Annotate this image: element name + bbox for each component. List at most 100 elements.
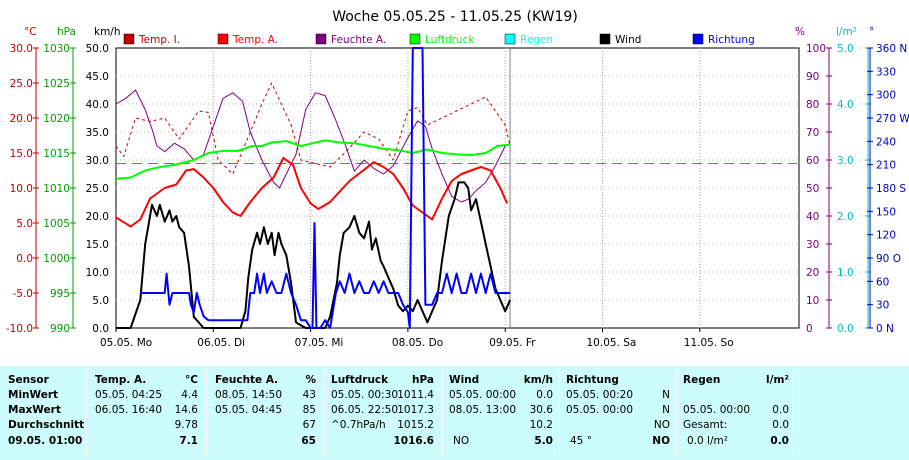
legend-swatch xyxy=(123,33,135,45)
rain-unit: l/m² xyxy=(766,374,789,386)
temp-header: Temp. A. xyxy=(95,374,147,386)
dir-tick-label: 330 xyxy=(876,66,896,78)
dir-unit-label: ° xyxy=(869,26,874,38)
hum-tick-label: 50 xyxy=(806,183,819,195)
wind-min: 0.0 xyxy=(536,389,553,401)
series-layer xyxy=(115,47,798,329)
hum-tick-label: 30 xyxy=(806,239,819,251)
dir-now-deg: 45 ° xyxy=(570,435,592,447)
press-header: Luftdruck xyxy=(331,374,389,386)
rain-tick-label: 1.0 xyxy=(837,267,854,279)
x-tick-label: 05.05. Mo xyxy=(100,337,152,349)
press-unit-label: hPa xyxy=(57,26,76,38)
temp-tick-label: 20.0 xyxy=(10,113,33,125)
legend-label: Temp. A. xyxy=(232,34,278,46)
rain-tick-label: 4.0 xyxy=(837,99,854,111)
press-now: 1016.6 xyxy=(393,435,434,447)
wind-tick-label: 35.0 xyxy=(86,127,109,139)
label-min: MinWert xyxy=(8,389,59,401)
hum-unit: % xyxy=(305,374,316,386)
temp-min: 4.4 xyxy=(181,389,198,401)
wind-tick-label: 40.0 xyxy=(86,99,109,111)
sensor-header: Sensor xyxy=(8,374,49,386)
dir-tick-label: 300 xyxy=(876,90,896,102)
hum-tick-label: 90 xyxy=(806,71,819,83)
hum-tick-label: 60 xyxy=(806,155,819,167)
press-tick-label: 1030 xyxy=(43,43,70,55)
dir-tick-label: 0 N xyxy=(876,323,894,335)
wind-tick-label: 45.0 xyxy=(86,71,109,83)
hum-tick-label: 40 xyxy=(806,211,819,223)
x-tick-label: 07.05. Mi xyxy=(295,337,344,349)
press-tick-label: 1015 xyxy=(43,148,70,160)
legend: Temp. I. Temp. A. Feuchte A. Luftdruck Regen… xyxy=(123,33,755,46)
hum-tick-label: 80 xyxy=(806,99,819,111)
dir-tick-label: 90 O xyxy=(876,253,901,265)
dir-tick-label: 240 xyxy=(876,136,896,148)
temp-min-time: 05.05. 04:25 xyxy=(95,389,162,401)
temp-tick-label: 0.0 xyxy=(16,253,33,265)
temp-now: 7.1 xyxy=(179,435,198,447)
rain-tick-label: 2.0 xyxy=(837,211,854,223)
dir-max: N xyxy=(662,404,670,416)
x-tick-label: 11.05. So xyxy=(684,337,734,349)
weather-chart: Woche 05.05.25 - 11.05.25 (KW19) Temp. I… xyxy=(6,9,909,349)
wind-max-time: 08.05. 13:00 xyxy=(449,404,516,416)
press-min-time: 05.05. 00:30 xyxy=(331,389,398,401)
hum-unit-label: % xyxy=(795,26,805,38)
x-tick-label: 09.05. Fr xyxy=(489,337,536,349)
temp-tick-label: 15.0 xyxy=(10,148,33,160)
series-wind xyxy=(116,181,512,329)
hum-header: Feuchte A. xyxy=(215,374,279,386)
label-avg: Durchschnitt xyxy=(8,419,85,431)
legend-label: Feuchte A. xyxy=(331,34,386,46)
legend-swatch xyxy=(315,33,327,45)
dir-header: Richtung xyxy=(566,374,619,386)
x-tick-label: 08.05. Do xyxy=(392,337,443,349)
legend-label: Regen xyxy=(520,34,553,46)
stats-col-humidity: Feuchte A. % 08.05. 14:50 43 05.05. 04:4… xyxy=(207,366,324,460)
wind-tick-label: 30.0 xyxy=(86,155,109,167)
rain-now-rate: 0.0 l/m² xyxy=(687,435,728,447)
legend-swatch xyxy=(217,33,229,45)
temp-tick-label: -5.0 xyxy=(13,288,34,300)
hum-tick-label: 20 xyxy=(806,267,819,279)
wind-tick-label: 25.0 xyxy=(86,183,109,195)
wind-max: 30.6 xyxy=(529,404,553,416)
wind-now-dir: NO xyxy=(453,435,470,447)
wind-unit: km/h xyxy=(523,374,553,386)
stats-col-wind: Wind km/h 05.05. 00:00 0.0 08.05. 13:00 … xyxy=(443,366,559,460)
temp-tick-label: 5.0 xyxy=(16,218,33,230)
series-temp-a xyxy=(115,156,509,228)
hum-avg: 67 xyxy=(302,419,316,431)
dir-max-time: 05.05. 00:00 xyxy=(566,404,633,416)
dir-tick-label: 180 S xyxy=(876,183,906,195)
x-tick-label: 10.05. Sa xyxy=(587,337,637,349)
wind-tick-label: 20.0 xyxy=(86,211,109,223)
legend-label: Richtung xyxy=(708,34,755,46)
temp-unit-label: °C xyxy=(24,26,37,38)
press-tick-label: 1025 xyxy=(43,78,70,90)
x-axis-labels: 05.05. Mo 06.05. Di 07.05. Mi 08.05. Do 09.0… xyxy=(100,328,734,349)
wind-tick-label: 15.0 xyxy=(86,239,109,251)
rain-tick-label: 3.0 xyxy=(837,155,854,167)
stats-col-sensor: Sensor MinWert MaxWert Durchschnitt 09.0… xyxy=(0,366,86,460)
series-luftdruck xyxy=(115,139,511,180)
stats-col-temp: Temp. A. °C 05.05. 04:25 4.4 06.05. 16:4… xyxy=(87,366,206,460)
legend-swatch xyxy=(692,33,704,45)
hum-max-time: 05.05. 04:45 xyxy=(215,404,282,416)
rain-now: 0.0 xyxy=(770,435,789,447)
wind-unit-label: km/h xyxy=(94,26,121,38)
press-tick-label: 990 xyxy=(50,323,70,335)
dir-tick-label: 210 xyxy=(876,160,896,172)
series-feuchte-a xyxy=(115,89,506,203)
statistics-panel: Sensor MinWert MaxWert Durchschnitt 09.0… xyxy=(0,366,909,460)
wind-avg: 10.2 xyxy=(529,419,553,431)
dir-min: N xyxy=(662,389,670,401)
dir-tick-label: 30 xyxy=(876,300,889,312)
dir-now: NO xyxy=(652,435,670,447)
grid xyxy=(116,48,799,328)
series-richtung xyxy=(140,47,511,329)
wind-header: Wind xyxy=(449,374,480,386)
hum-tick-label: 70 xyxy=(806,127,819,139)
